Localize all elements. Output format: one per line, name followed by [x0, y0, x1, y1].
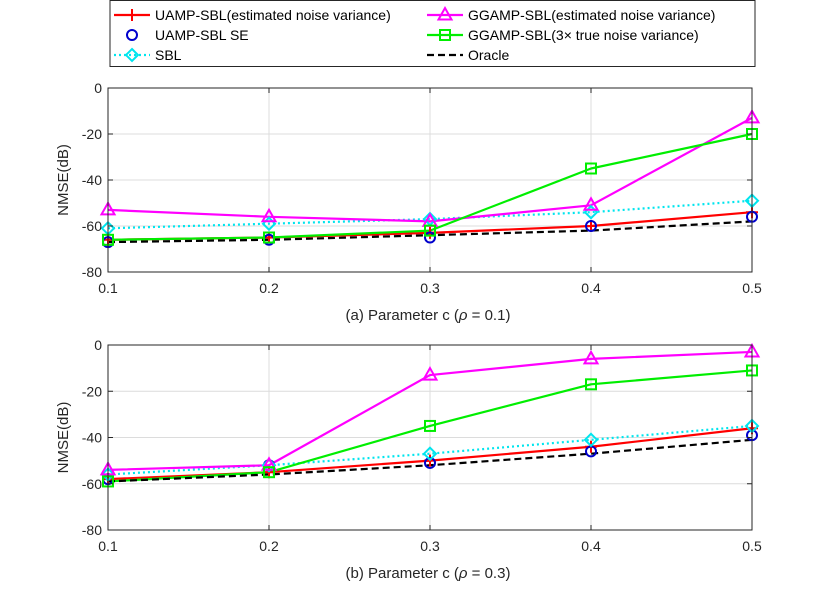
- panel-b-series-line-ggamp-sbl-3x: [107, 369, 753, 483]
- legend-marker-uamp-sbl-se: [126, 29, 138, 41]
- legend-marker-uamp-sbl: [126, 9, 138, 21]
- panel-a-xtick-label-1: 0.2: [259, 280, 279, 296]
- panel-b: 0.1 0.2 0.3 0.4 0.5 0 -20 -40 -60 -80 NMSE(dB) (b) …: [55, 337, 762, 582]
- panel-b-ytick-label-0: 0: [94, 337, 102, 353]
- panel-a-xtick-label-3: 0.4: [581, 280, 601, 296]
- legend-label-ggamp-sbl-3x: GGAMP-SBL(3× true noise variance): [468, 27, 699, 43]
- panel-b-ytick-label-1: -20: [82, 383, 102, 399]
- panel-a-ytick-label-1: -20: [82, 126, 102, 142]
- panel-b-point-sbl-1: [261, 457, 277, 473]
- panel-a-xtick-label-4: 0.5: [742, 280, 762, 296]
- legend-marker-sbl: [124, 47, 140, 63]
- panel-a-xlabel-prefix: (a) Parameter c (: [346, 307, 459, 324]
- panel-b-xtick-label-2: 0.3: [420, 538, 440, 554]
- legend-item-uamp-sbl-se: UAMP-SBL SE: [126, 27, 249, 43]
- legend: UAMP-SBL(estimated noise variance) GGAMP-…: [109, 0, 756, 67]
- legend-label-uamp-sbl: UAMP-SBL(estimated noise variance): [155, 7, 391, 23]
- panel-a-ytick-label-2: -40: [82, 172, 102, 188]
- panel-a-xtick-label-2: 0.3: [420, 280, 440, 296]
- panel-a-xlabel-suffix: = 0.1): [468, 307, 511, 324]
- panel-b-xlabel-suffix: = 0.3): [468, 565, 511, 582]
- panel-a-ylabel: NMSE(dB): [55, 144, 72, 216]
- panel-a-point-uamp-sbl-se-3: [585, 220, 597, 232]
- panel-b-series-line-ggamp-sbl-est: [107, 350, 753, 471]
- legend-item-oracle: Oracle: [427, 47, 509, 63]
- legend-label-oracle: Oracle: [468, 47, 509, 63]
- panel-b-point-ggamp-sbl-3x-1: [263, 466, 275, 479]
- legend-marker-ggamp-sbl-est: [436, 5, 454, 21]
- legend-item-uamp-sbl: UAMP-SBL(estimated noise variance): [114, 7, 391, 23]
- panel-b-point-ggamp-sbl-est-3: [582, 349, 600, 365]
- panel-b-point-ggamp-sbl-3x-3: [585, 378, 597, 391]
- panel-a-point-ggamp-sbl-3x-3: [585, 162, 597, 175]
- panel-b-xtick-label-3: 0.4: [581, 538, 601, 554]
- panel-b-ytick-label-2: -40: [82, 430, 102, 446]
- panel-b-xlabel-prefix: (b) Parameter c (: [346, 565, 459, 582]
- panel-b-xtick-label-4: 0.5: [742, 538, 762, 554]
- panel-a-xlabel: (a) Parameter c (ρ = 0.1): [346, 307, 511, 324]
- panel-b-point-ggamp-sbl-3x-2: [424, 419, 436, 432]
- legend-item-ggamp-sbl-est: GGAMP-SBL(estimated noise variance): [427, 5, 715, 23]
- panel-b-ylabel: NMSE(dB): [55, 402, 72, 474]
- legend-item-sbl: SBL: [114, 47, 182, 63]
- panel-b-ytick-label-3: -60: [82, 476, 102, 492]
- panel-b-point-ggamp-sbl-est-2: [421, 366, 439, 381]
- panel-b-ytick-label-4: -80: [82, 522, 102, 538]
- legend-marker-ggamp-sbl-3x: [439, 29, 451, 41]
- panel-a-point-uamp-sbl-se-2: [424, 231, 436, 244]
- panel-a: 0.1 0.2 0.3 0.4 0.5 0 -20 -40 -60 -80 NMSE(dB) (a) …: [55, 80, 762, 324]
- panel-a-point-ggamp-sbl-est-1: [260, 207, 278, 223]
- panel-a-series-line-ggamp-sbl-est: [107, 116, 753, 223]
- legend-item-ggamp-sbl-3x: GGAMP-SBL(3× true noise variance): [427, 27, 699, 43]
- panel-b-point-sbl-3: [583, 432, 599, 448]
- panel-b-point-ggamp-sbl-est-1: [260, 456, 278, 471]
- panel-b-xtick-label-1: 0.2: [259, 538, 279, 554]
- panel-a-ytick-label-0: 0: [94, 80, 102, 96]
- panel-b-xtick-label-0: 0.1: [98, 538, 118, 554]
- panel-b-xlabel-rho: ρ: [458, 565, 468, 582]
- panel-b-point-sbl-2: [422, 446, 438, 462]
- panel-a-xtick-label-0: 0.1: [98, 280, 118, 296]
- legend-label-uamp-sbl-se: UAMP-SBL SE: [155, 27, 249, 43]
- panel-a-point-ggamp-sbl-est-3: [582, 196, 600, 211]
- legend-label-ggamp-sbl-est: GGAMP-SBL(estimated noise variance): [468, 7, 715, 23]
- panel-a-ytick-label-3: -60: [82, 218, 102, 234]
- panel-b-point-uamp-sbl-se-2: [424, 456, 436, 469]
- legend-label-sbl: SBL: [155, 47, 182, 63]
- panel-a-ytick-label-4: -80: [82, 264, 102, 280]
- panel-b-xlabel: (b) Parameter c (ρ = 0.3): [346, 565, 511, 582]
- panel-a-point-ggamp-sbl-3x-1: [263, 231, 275, 244]
- panel-a-xlabel-rho: ρ: [458, 307, 468, 324]
- panel-a-point-ggamp-sbl-3x-2: [424, 224, 436, 237]
